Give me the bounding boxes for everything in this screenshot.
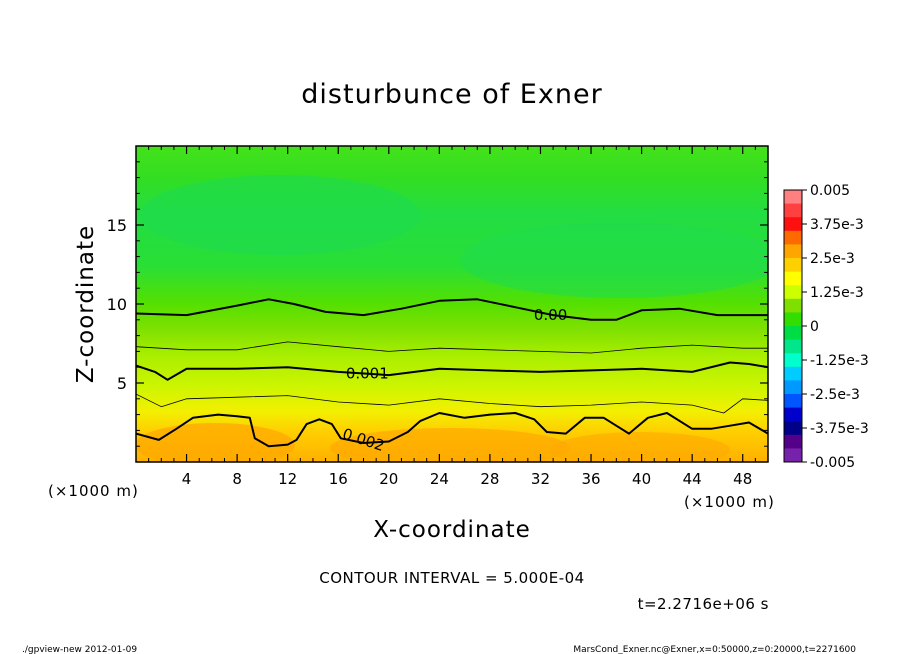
colorbar-label-4: 0 — [810, 319, 819, 335]
colorbar-swatch-1 — [784, 203, 802, 218]
colorbar-swatch-15 — [784, 394, 802, 409]
field-patch-upper — [140, 175, 420, 255]
footer-right: MarsCond_Exner.nc@Exner,x=0:50000,z=0:20… — [573, 645, 856, 654]
field-patch-low-right — [550, 432, 730, 462]
x-tick-label-7: 32 — [531, 470, 550, 488]
x-tick-label-8: 36 — [581, 470, 600, 488]
y-tick-label-0: 5 — [117, 374, 127, 393]
contour-line-4 — [136, 412, 768, 448]
colorbar-swatch-5 — [784, 258, 802, 273]
x-tick-label-0: 4 — [182, 470, 192, 488]
colorbar-swatch-9 — [784, 312, 802, 327]
colorbar-swatch-6 — [784, 271, 802, 286]
x-tick-label-5: 24 — [430, 470, 449, 488]
y-axis-ticks: 5 10 15 — [107, 161, 768, 447]
x-unit-left: (×1000 m) — [48, 482, 139, 500]
colorbar-swatch-4 — [784, 244, 802, 259]
colorbar-label-0: 0.005 — [810, 183, 850, 199]
x-tick-label-3: 16 — [329, 470, 348, 488]
x-tick-label-4: 20 — [379, 470, 398, 488]
x-tick-label-10: 44 — [683, 470, 702, 488]
contour-line-0 — [136, 298, 768, 321]
x-tick-label-9: 40 — [632, 470, 651, 488]
colorbar-swatch-11 — [784, 339, 802, 354]
x-tick-label-6: 28 — [480, 470, 499, 488]
colorbar-swatch-19 — [784, 448, 802, 463]
y-tick-label-2: 15 — [107, 216, 127, 235]
colorbar-label-3: 1.25e-3 — [810, 285, 864, 301]
x-axis-label: X-coordinate — [373, 517, 531, 543]
contour-lines — [136, 298, 768, 448]
x-tick-label-1: 8 — [232, 470, 242, 488]
colorbar-swatch-8 — [784, 298, 802, 313]
contour-line-2 — [136, 361, 768, 381]
time-text: t=2.2716e+06 s — [638, 595, 769, 613]
y-axis-label: Z-coordinate — [73, 225, 99, 383]
contour-line-3 — [136, 393, 768, 414]
colorbar-label-6: -2.5e-3 — [810, 387, 860, 403]
colorbar-label-2: 2.5e-3 — [810, 251, 855, 267]
x-tick-label-11: 48 — [733, 470, 752, 488]
colorbar-swatch-7 — [784, 285, 802, 300]
colorbar-swatch-17 — [784, 421, 802, 436]
colorbar-swatch-0 — [784, 190, 802, 205]
contour-line-1 — [136, 341, 768, 354]
colorbar-swatch-12 — [784, 353, 802, 368]
field-patch-low-mid — [330, 428, 570, 462]
x-axis-ticks: 4 8 12 16 20 24 28 32 36 40 44 48 — [148, 146, 756, 488]
field-patch-upper-right — [460, 222, 768, 298]
colorbar-swatch-2 — [784, 217, 802, 232]
x-tick-label-2: 12 — [278, 470, 297, 488]
footer-left: ./gpview-new 2012-01-09 — [22, 645, 137, 654]
chart-title: disturbunce of Exner — [301, 79, 602, 110]
colorbar — [784, 190, 802, 463]
contour-label-0: 0.00 — [534, 306, 567, 324]
colorbar-labels: 0.005 3.75e-3 2.5e-3 1.25e-3 0 -1.25e-3 -2.5e-… — [802, 183, 869, 471]
contour-interval-text: CONTOUR INTERVAL = 5.000E-04 — [319, 569, 584, 587]
colorbar-label-7: -3.75e-3 — [810, 421, 869, 437]
colorbar-label-5: -1.25e-3 — [810, 353, 869, 369]
colorbar-swatch-10 — [784, 326, 802, 341]
colorbar-swatch-3 — [784, 230, 802, 245]
colorbar-swatch-16 — [784, 407, 802, 422]
colorbar-swatch-18 — [784, 434, 802, 449]
colorbar-swatch-13 — [784, 366, 802, 381]
x-unit-right: (×1000 m) — [684, 493, 775, 511]
field-patch-low-left — [136, 423, 295, 462]
colorbar-label-1: 3.75e-3 — [810, 217, 864, 233]
colorbar-label-8: -0.005 — [810, 455, 855, 471]
y-tick-label-1: 10 — [107, 295, 127, 314]
colorbar-swatch-14 — [784, 380, 802, 395]
contour-label-1: 0.001 — [346, 365, 389, 383]
